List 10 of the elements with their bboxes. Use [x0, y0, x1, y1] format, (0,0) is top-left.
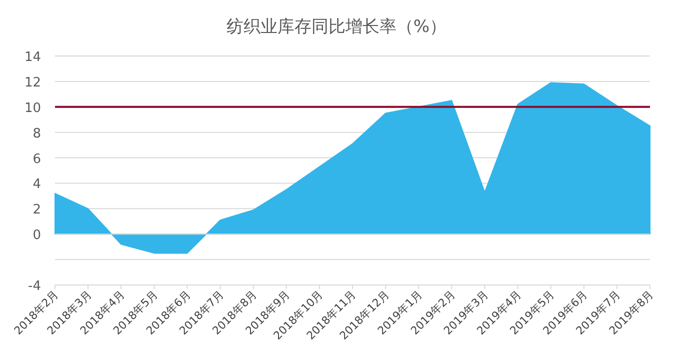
y-tick-label: 12 — [24, 75, 41, 90]
y-tick-label: 14 — [24, 50, 41, 65]
chart-title: 纺织业库存同比增长率（%） — [226, 17, 447, 37]
y-tick-label: 4 — [32, 177, 41, 192]
y-tick-label: 6 — [32, 152, 41, 167]
y-tick-label: -4 — [28, 279, 41, 294]
y-tick-label: 8 — [32, 126, 41, 142]
y-tick-label: 2 — [32, 202, 41, 218]
y-tick-label: 0 — [32, 228, 41, 244]
y-tick-label: 10 — [24, 100, 41, 116]
